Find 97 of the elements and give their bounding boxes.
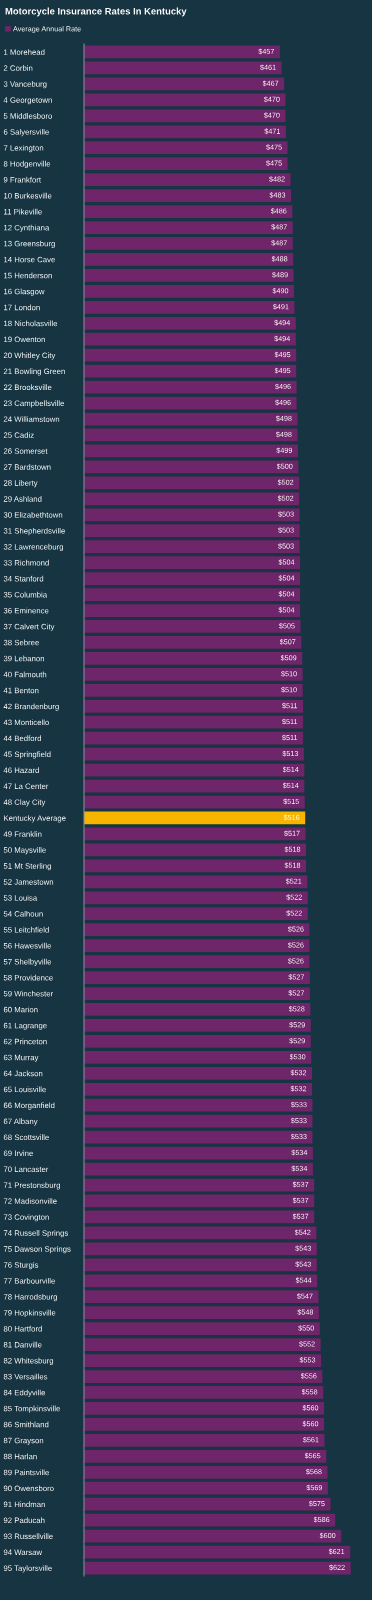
bar — [84, 1481, 328, 1495]
bar — [84, 348, 297, 362]
bar — [84, 173, 291, 187]
bar — [84, 987, 310, 1000]
bar — [84, 316, 296, 330]
bar — [84, 412, 298, 426]
bar — [84, 253, 294, 266]
bar — [84, 1354, 322, 1367]
bar — [84, 93, 286, 107]
bar — [84, 1497, 331, 1511]
bar — [84, 939, 310, 953]
bar — [84, 189, 292, 202]
bar — [84, 859, 307, 873]
bar — [84, 332, 296, 346]
bar — [84, 1242, 317, 1256]
bar — [84, 891, 308, 905]
bar — [84, 715, 304, 729]
bar — [84, 875, 308, 889]
bar — [84, 396, 297, 410]
bar — [84, 1178, 315, 1192]
bar — [84, 747, 304, 761]
bar — [84, 1114, 313, 1128]
bar — [84, 364, 297, 378]
bar — [84, 907, 308, 921]
bar — [84, 1162, 313, 1176]
bar — [84, 620, 301, 633]
bar — [84, 1066, 313, 1080]
bar — [84, 572, 301, 585]
bar — [84, 1019, 311, 1032]
bar — [84, 923, 310, 937]
bar — [84, 1035, 311, 1048]
bar — [84, 508, 300, 522]
bar — [84, 1465, 328, 1479]
bar — [84, 1513, 336, 1527]
bar — [84, 380, 297, 394]
bar — [84, 1433, 325, 1447]
bar — [84, 205, 293, 218]
bar — [84, 237, 293, 250]
bar — [84, 1386, 324, 1399]
bar — [84, 300, 295, 314]
bar — [84, 588, 301, 601]
bar — [84, 1258, 317, 1272]
bar — [84, 1402, 325, 1415]
bar — [84, 667, 303, 681]
bar — [84, 699, 304, 713]
bar — [84, 492, 300, 506]
bar — [84, 795, 305, 809]
bar — [84, 636, 302, 649]
bar — [84, 1130, 313, 1144]
bar — [84, 1306, 319, 1320]
bar — [84, 1003, 311, 1016]
bar — [84, 109, 286, 123]
bar — [84, 1146, 313, 1160]
bar — [84, 1545, 351, 1559]
bar — [84, 1050, 312, 1064]
bar — [84, 45, 280, 59]
bar — [84, 827, 306, 841]
bar — [84, 1274, 318, 1288]
bar — [84, 1529, 342, 1543]
bar — [84, 1290, 319, 1304]
bar — [84, 1449, 327, 1463]
bar — [84, 604, 301, 617]
bar — [84, 77, 285, 91]
bar — [84, 683, 303, 697]
bar — [84, 460, 299, 474]
bar — [84, 811, 306, 825]
bar — [84, 141, 288, 155]
bar — [84, 652, 303, 665]
bar — [84, 731, 304, 745]
bar — [84, 444, 298, 458]
bar — [84, 1561, 351, 1575]
bar — [84, 61, 282, 75]
bar — [84, 221, 293, 234]
bar — [84, 955, 310, 968]
bar — [84, 779, 305, 793]
bar — [84, 971, 310, 984]
bar — [84, 284, 295, 298]
bar — [84, 1210, 315, 1224]
bar — [84, 125, 286, 139]
bar — [84, 269, 294, 282]
bar — [84, 1226, 317, 1240]
bar — [84, 1322, 320, 1336]
bar — [84, 524, 300, 538]
bar — [84, 1338, 321, 1351]
bar — [84, 540, 300, 554]
bar — [84, 428, 298, 442]
bar — [84, 1418, 325, 1431]
bar — [84, 1098, 313, 1112]
bar — [84, 476, 300, 490]
bar — [84, 843, 307, 857]
bar — [84, 1194, 315, 1208]
bar — [84, 1082, 313, 1096]
bar — [84, 1370, 323, 1383]
bar — [84, 763, 305, 777]
bar — [84, 157, 288, 171]
chart-title: Motorcycle Insurance Rates In Kentucky — [5, 7, 187, 17]
bar — [84, 556, 301, 570]
